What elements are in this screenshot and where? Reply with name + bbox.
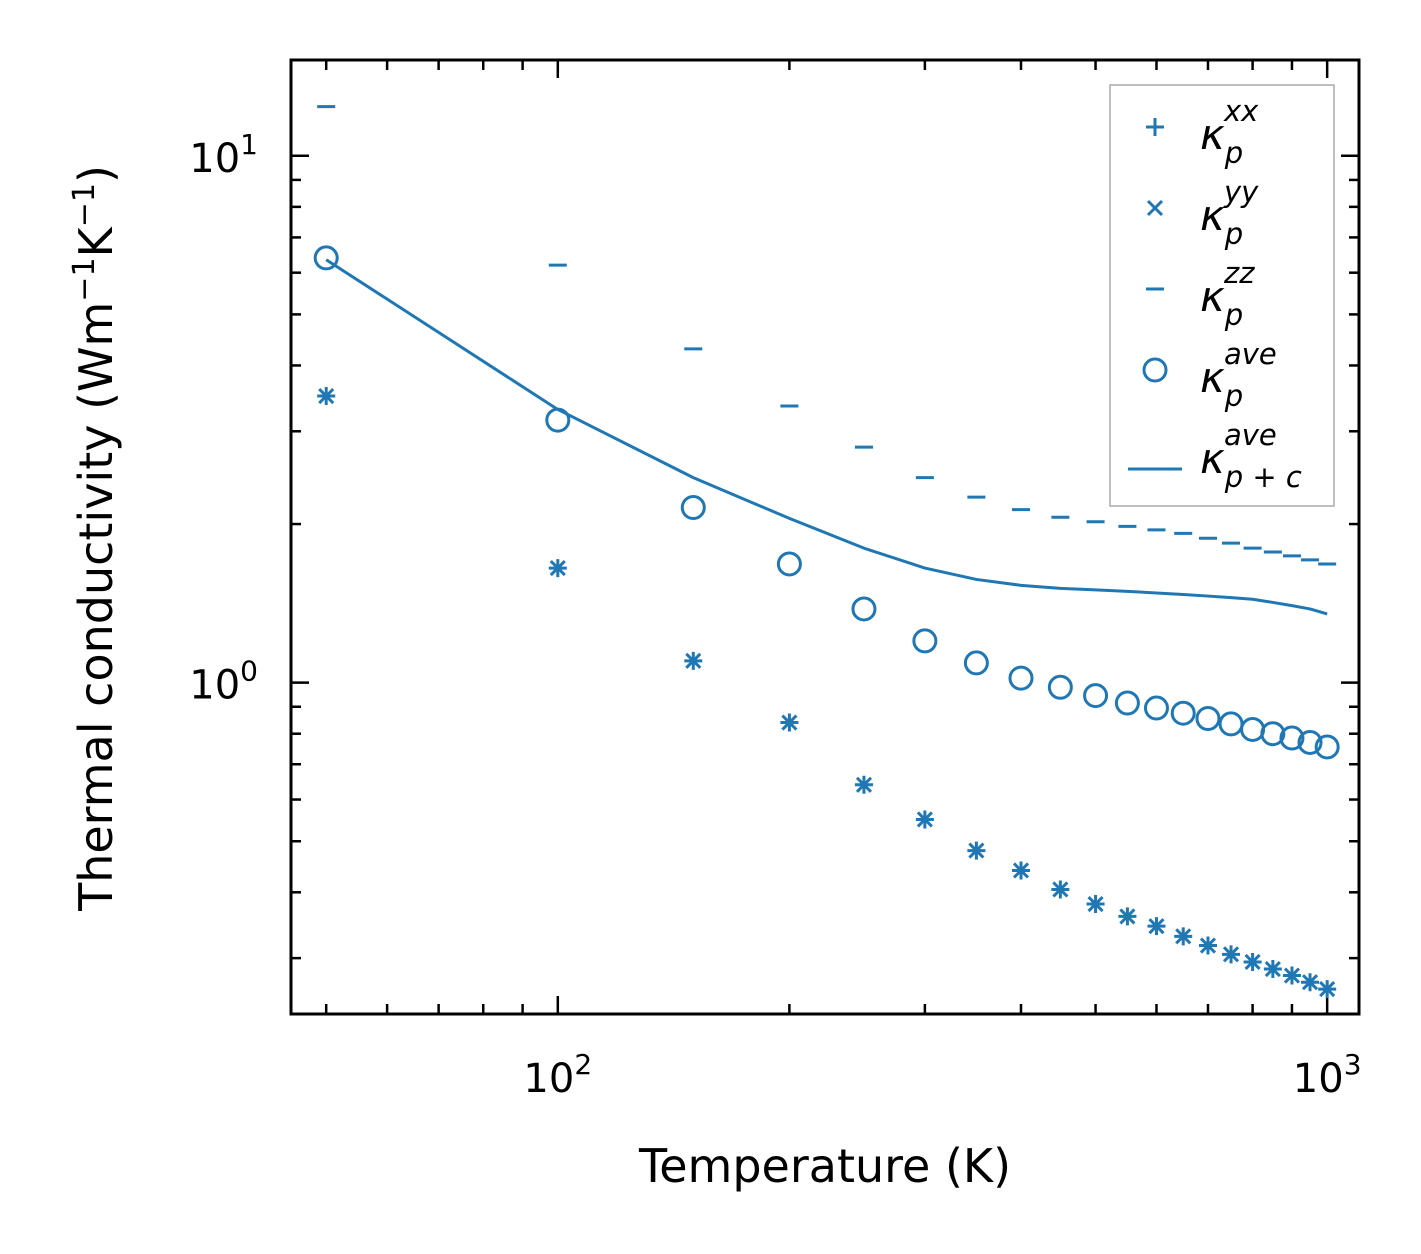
y-tick-label: 101	[189, 128, 258, 182]
data-point-kappa_p_yy	[781, 714, 798, 731]
data-point-kappa_p_yy	[1148, 918, 1165, 935]
y-axis-label: Thermal conductivity (Wm−1K−1)	[67, 165, 123, 912]
data-point-kappa_p_ave	[680, 495, 706, 521]
legend-item-kappa_p_zz: κp zz	[1146, 256, 1255, 332]
data-point-kappa_p_yy	[1175, 928, 1192, 945]
legend-handle-plus	[1146, 118, 1164, 136]
data-point-kappa_p_yy	[1301, 974, 1319, 991]
legend-label-sup: yy	[1223, 175, 1259, 209]
legend-label-sup: xx	[1223, 94, 1259, 128]
data-point-kappa_p_ave	[912, 628, 938, 654]
data-point-kappa_p_ave	[1170, 700, 1196, 726]
data-point-kappa_p_yy	[1222, 946, 1240, 963]
data-point-kappa_p_ave	[1008, 665, 1034, 691]
data-point-kappa_p_ave	[1314, 734, 1340, 760]
legend-label-sup: zz	[1223, 256, 1255, 290]
series-line-kappa_pc_ave	[325, 258, 1328, 616]
legend-label-sub: p	[1224, 298, 1243, 332]
data-point-kappa_p_yy	[549, 560, 566, 577]
y-tick-label-exp: 1	[240, 128, 258, 161]
data-point-kappa_p_yy	[1283, 967, 1301, 984]
legend-item-kappa_pc_ave: κp + c ave	[1128, 418, 1302, 494]
legend-label-sub: p	[1224, 136, 1243, 170]
legend-label-base: κ	[1200, 272, 1225, 321]
data-point-kappa_p_yy	[1119, 908, 1136, 925]
legend-box	[1109, 84, 1335, 507]
series-kappa_p_zz	[317, 105, 1337, 566]
data-point-kappa_p_ave	[1279, 725, 1305, 751]
data-point-kappa_p_ave	[1143, 695, 1169, 721]
legend-label-sup: ave	[1224, 337, 1277, 371]
data-point-kappa_p_ave	[313, 245, 339, 271]
y-tick-label-exp: 0	[240, 655, 258, 688]
y-axis-label-mid: K	[69, 225, 123, 257]
data-point-kappa_p_yy	[1087, 895, 1104, 913]
legend-label-base: κ	[1200, 191, 1225, 240]
y-axis-label-exp1: −1	[67, 257, 102, 301]
legend-label-sub: p	[1224, 379, 1243, 413]
legend-handle-x	[1146, 199, 1164, 217]
data-point-kappa_p_yy	[916, 811, 933, 828]
x-axis-label: Temperature (K)	[638, 1139, 1011, 1193]
data-point-kappa_p_ave	[1083, 683, 1109, 709]
legend-label-kappa_pc_ave: κp + c ave	[1200, 418, 1302, 494]
x-tick-label-exp: 3	[1344, 1048, 1362, 1081]
data-point-kappa_p_ave	[1114, 690, 1140, 716]
data-point-kappa_p_ave	[851, 596, 877, 622]
data-marks	[313, 105, 1340, 999]
series-kappa_pc_ave	[325, 258, 1328, 616]
data-point-kappa_p_ave	[1047, 674, 1073, 700]
data-point-kappa_p_yy	[968, 842, 985, 859]
legend-item-kappa_p_xx: κp xx	[1146, 94, 1259, 170]
legend-label-base: κ	[1200, 353, 1225, 402]
data-point-kappa_p_yy	[1052, 881, 1069, 898]
x-tick-label-exp: 2	[574, 1048, 592, 1081]
x-tick-label: 103	[1293, 1048, 1362, 1102]
data-point-kappa_p_yy	[685, 652, 702, 669]
series-kappa_p_ave	[313, 245, 1340, 760]
data-point-kappa_p_yy	[1264, 961, 1281, 978]
legend-label-base: κ	[1200, 434, 1225, 483]
y-tick-label-base: 10	[189, 136, 240, 182]
legend-label-sub: p	[1224, 217, 1243, 251]
data-point-kappa_p_yy	[1012, 862, 1030, 879]
data-point-kappa_p_ave	[1297, 729, 1323, 755]
legend-item-kappa_p_ave: κp ave	[1142, 337, 1277, 413]
y-tick-label-base: 10	[189, 663, 240, 709]
legend-label-kappa_p_yy: κp yy	[1200, 175, 1259, 251]
y-axis-label-end: )	[69, 165, 123, 183]
data-point-kappa_p_ave	[776, 551, 802, 577]
axis-ticks	[291, 60, 1359, 1014]
data-point-kappa_p_ave	[1195, 705, 1221, 731]
legend-label-kappa_p_ave: κp ave	[1200, 337, 1277, 413]
data-point-kappa_p_ave	[1240, 716, 1266, 742]
data-point-kappa_p_yy	[318, 387, 335, 405]
x-tick-labels: 102 103	[523, 1048, 1361, 1102]
legend-item-kappa_p_yy: κp yy	[1146, 175, 1259, 251]
legend-label-kappa_p_xx: κp xx	[1200, 94, 1259, 170]
legend-label-sup: ave	[1224, 418, 1277, 452]
legend-label-sub: p + c	[1224, 460, 1302, 494]
x-tick-label-base: 10	[523, 1056, 574, 1102]
data-point-kappa_p_yy	[1244, 953, 1261, 971]
x-tick-label-base: 10	[1293, 1056, 1344, 1102]
x-tick-label: 102	[523, 1048, 592, 1102]
data-point-kappa_p_ave	[1218, 711, 1244, 737]
data-point-kappa_p_ave	[963, 650, 989, 676]
series-kappa_p_yy	[318, 387, 1336, 998]
y-tick-label: 100	[189, 655, 258, 709]
plot-frame	[289, 58, 1361, 1016]
y-axis-label-exp2: −1	[67, 183, 102, 227]
data-point-kappa_p_yy	[1199, 937, 1217, 954]
legend-handle-circle	[1142, 357, 1168, 383]
legend-label-base: κ	[1200, 110, 1225, 159]
y-axis-label-base: Thermal conductivity (Wm	[69, 302, 123, 912]
data-point-kappa_p_yy	[855, 776, 873, 793]
legend-label-kappa_p_zz: κp zz	[1200, 256, 1255, 332]
data-point-kappa_p_yy	[1319, 981, 1336, 998]
data-point-kappa_p_ave	[1260, 721, 1286, 747]
